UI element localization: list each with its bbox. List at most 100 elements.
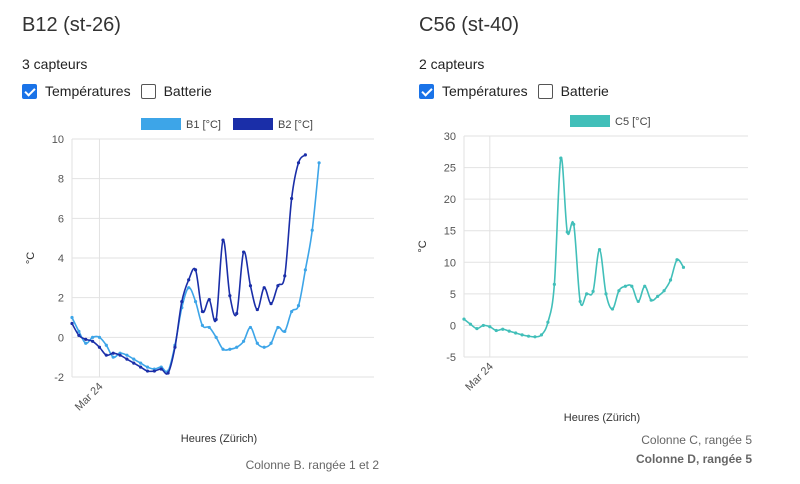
data-point: [585, 292, 589, 296]
data-point: [507, 329, 511, 333]
data-point: [97, 345, 102, 349]
data-point: [668, 278, 673, 282]
data-point: [526, 334, 531, 338]
data-point: [139, 365, 143, 369]
sensor-count: 2 capteurs: [419, 56, 485, 72]
location-footer: Colonne C, rangée 5: [641, 433, 752, 447]
data-point: [290, 309, 294, 314]
data-point: [303, 153, 307, 157]
data-point: [70, 321, 74, 326]
data-point: [617, 289, 621, 293]
checkbox-unchecked-icon[interactable]: [537, 83, 553, 99]
data-point: [681, 265, 686, 269]
data-point: [488, 325, 492, 329]
series-line: [463, 156, 685, 338]
location-footer: Colonne B. rangée 1 et 2: [245, 458, 379, 472]
legend-swatch: [141, 118, 181, 130]
data-point: [104, 343, 108, 347]
checkbox-checked-icon[interactable]: [419, 83, 434, 99]
data-point: [84, 341, 88, 345]
data-point: [221, 238, 225, 242]
data-point: [77, 329, 81, 333]
data-point: [533, 335, 537, 339]
data-point: [200, 323, 205, 328]
data-point: [70, 315, 74, 320]
station-panel-c56: C56 (st-40) 2 capteurs Températures Batt…: [400, 0, 800, 484]
data-point: [559, 156, 563, 160]
location-footer: Colonne D, rangée 5: [635, 452, 752, 466]
data-point: [604, 292, 608, 296]
data-point: [77, 333, 81, 337]
data-point: [662, 289, 666, 293]
data-point: [248, 284, 253, 288]
data-point: [310, 228, 314, 232]
data-point: [296, 304, 301, 308]
checkbox-unchecked-icon[interactable]: [140, 83, 156, 99]
y-tick-label: 10: [52, 134, 64, 146]
data-point: [269, 341, 273, 345]
data-point: [649, 298, 653, 302]
y-tick-label: 0: [58, 332, 64, 344]
data-point: [235, 345, 239, 349]
data-point: [180, 300, 184, 304]
temperatures-checkbox[interactable]: Températures: [419, 83, 528, 99]
y-tick-label: 20: [444, 194, 456, 206]
data-point: [125, 357, 129, 361]
battery-label: Batterie: [163, 83, 212, 99]
data-point: [636, 299, 640, 304]
data-point: [572, 222, 576, 226]
legend-label: C5 [°C]: [615, 116, 651, 128]
temperatures-checkbox[interactable]: Températures: [22, 83, 131, 99]
data-point: [269, 302, 273, 306]
data-point: [193, 268, 198, 272]
station-panel-b12: B12 (st-26) 3 capteurs Températures Batt…: [0, 0, 400, 484]
data-point: [656, 294, 660, 298]
data-point: [214, 317, 218, 322]
battery-checkbox[interactable]: Batterie: [537, 83, 609, 99]
data-point: [187, 278, 191, 282]
data-point: [241, 339, 246, 343]
data-point: [514, 331, 518, 335]
data-point: [187, 286, 191, 290]
data-point: [207, 298, 211, 302]
battery-checkbox[interactable]: Batterie: [140, 83, 212, 99]
data-point: [675, 258, 679, 262]
checkbox-checked-icon[interactable]: [22, 83, 37, 99]
data-point: [235, 311, 239, 316]
data-point: [262, 286, 266, 290]
data-point: [494, 328, 498, 333]
data-point: [501, 327, 505, 331]
data-point: [468, 322, 473, 326]
temperature-chart-b12: -2 0 2 4 6 8 10 Mar 24 °C Heures (Zürich) B1 [°C] B…: [25, 118, 374, 445]
data-point: [166, 371, 170, 375]
y-axis-label: °C: [25, 252, 37, 264]
data-point: [597, 248, 602, 252]
data-point: [241, 250, 246, 254]
y-tick-label: 8: [58, 174, 64, 186]
data-point: [565, 230, 569, 234]
legend-swatch: [570, 115, 610, 127]
data-point: [228, 294, 232, 298]
data-point: [228, 347, 232, 351]
legend-label: B1 [°C]: [186, 119, 221, 131]
data-point: [539, 333, 544, 337]
data-point: [610, 307, 615, 311]
y-tick-label: 2: [58, 293, 64, 305]
data-point: [462, 317, 466, 321]
y-tick-label: 0: [450, 320, 456, 332]
data-point: [255, 307, 259, 312]
series-toggles: Températures Batterie: [22, 83, 222, 99]
data-point: [90, 339, 95, 343]
x-tick-label: Mar 24: [463, 361, 496, 394]
data-point: [207, 325, 211, 330]
legend-swatch: [233, 118, 273, 130]
data-point: [276, 325, 280, 330]
y-tick-label: -5: [446, 352, 456, 364]
data-point: [630, 284, 634, 288]
temperature-chart-c56: -5 0 5 10 15 20 25 30 Mar 24 °C Heures (Zürich) C5 …: [417, 115, 748, 424]
data-point: [214, 335, 218, 339]
sensor-count: 3 capteurs: [22, 56, 88, 72]
data-point: [546, 320, 550, 324]
y-axis-label: °C: [417, 240, 429, 252]
temperatures-label: Températures: [442, 83, 528, 99]
